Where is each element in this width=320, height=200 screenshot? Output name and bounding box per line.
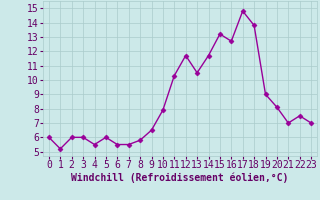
- X-axis label: Windchill (Refroidissement éolien,°C): Windchill (Refroidissement éolien,°C): [71, 173, 289, 183]
